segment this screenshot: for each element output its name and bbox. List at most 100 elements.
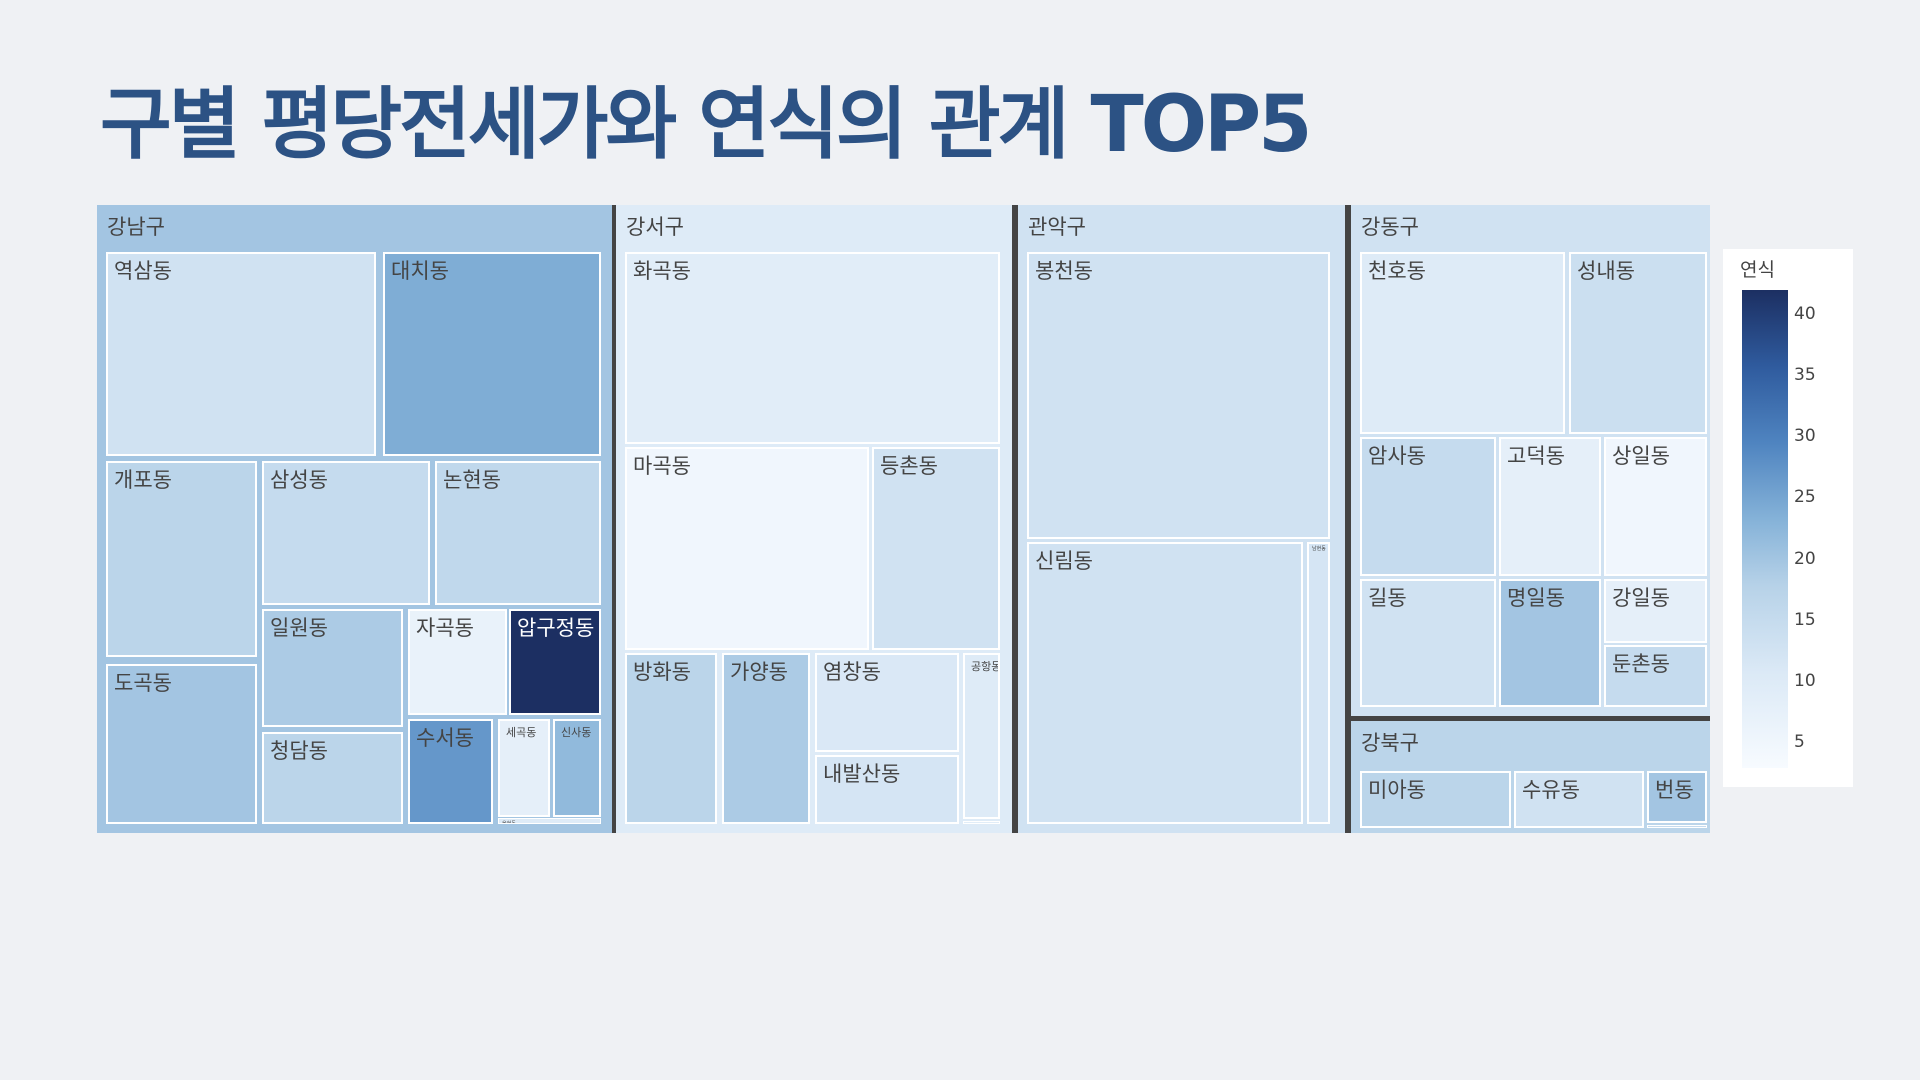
colorbar-tick: 15 <box>1794 609 1816 630</box>
colorbar-tick: 40 <box>1794 303 1816 324</box>
treemap-cell[interactable]: 둔촌동 <box>1604 645 1707 707</box>
colorbar-tick: 25 <box>1794 487 1816 508</box>
cell-label: 역삼동 <box>114 259 172 283</box>
treemap-cell[interactable]: 논현동 <box>435 461 601 605</box>
cell-label: 암사동 <box>1368 444 1426 468</box>
treemap-cell[interactable]: 일원동 <box>262 609 403 727</box>
cell-label: 강일동 <box>1612 586 1670 610</box>
treemap-cell[interactable]: 자곡동 <box>408 609 507 715</box>
treemap-cell[interactable]: 수서동 <box>408 719 493 824</box>
district-label: 강동구 <box>1361 215 1419 239</box>
cell-label: 논현동 <box>443 468 501 492</box>
cell-label: 성내동 <box>1577 259 1635 283</box>
cell-label: 대치동 <box>391 259 449 283</box>
treemap-cell[interactable]: 대치동 <box>383 252 601 456</box>
treemap-cell[interactable]: 등촌동 <box>872 447 1000 650</box>
cell-label: 남현동 <box>1312 546 1326 552</box>
cell-label: 개포동 <box>114 468 172 492</box>
cell-label: 미아동 <box>1368 778 1426 802</box>
district-label: 관악구 <box>1028 215 1086 239</box>
cell-label: 명일동 <box>1507 586 1565 610</box>
treemap-cell[interactable]: 길동 <box>1360 579 1496 707</box>
cell-label: 도곡동 <box>114 671 172 695</box>
treemap-cell[interactable]: 상일동 <box>1604 437 1707 576</box>
cell-label: 길동 <box>1368 586 1407 610</box>
cell-label: 수유동 <box>1522 778 1580 802</box>
treemap-cell[interactable]: 공항동 <box>963 653 1000 819</box>
treemap-cell[interactable]: 천호동 <box>1360 252 1565 434</box>
treemap-cell[interactable]: 성내동 <box>1569 252 1707 434</box>
cell-label: 수서동 <box>416 726 474 750</box>
page-title: 구별 평당전세가와 연식의 관계 TOP5 <box>100 80 1312 170</box>
cell-label: 자곡동 <box>416 616 474 640</box>
colorbar-gradient <box>1742 290 1788 768</box>
treemap-cell[interactable]: 염창동 <box>815 653 959 752</box>
treemap-cell[interactable]: 율현동 <box>498 818 601 824</box>
colorbar-title: 연식 <box>1740 259 1775 281</box>
district-divider <box>1351 716 1710 721</box>
treemap-cell[interactable]: 미아동 <box>1360 771 1511 828</box>
cell-label: 공항동 <box>971 660 1000 673</box>
treemap-cell[interactable]: 개포동 <box>106 461 257 657</box>
cell-label: 방화동 <box>633 660 691 684</box>
treemap-cell[interactable]: 압구정동 <box>509 609 601 715</box>
cell-label: 청담동 <box>270 739 328 763</box>
treemap-cell[interactable]: 마곡동 <box>625 447 869 650</box>
colorbar-tick: 10 <box>1794 671 1816 692</box>
treemap-cell[interactable] <box>1647 825 1707 828</box>
treemap-cell[interactable]: 강일동 <box>1604 579 1707 643</box>
cell-label: 고덕동 <box>1507 444 1565 468</box>
treemap-cell[interactable]: 방화동 <box>625 653 717 824</box>
cell-label: 삼성동 <box>270 468 328 492</box>
treemap-cell[interactable]: 신림동 <box>1027 542 1303 824</box>
treemap-cell[interactable]: 삼성동 <box>262 461 430 605</box>
cell-label: 신사동 <box>561 726 592 739</box>
treemap-cell[interactable]: 명일동 <box>1499 579 1601 707</box>
cell-label: 가양동 <box>730 660 788 684</box>
treemap-cell[interactable]: 수유동 <box>1514 771 1644 828</box>
treemap-cell[interactable]: 남현동 <box>1307 542 1330 824</box>
cell-label: 등촌동 <box>880 454 938 478</box>
district-label: 강서구 <box>626 215 684 239</box>
cell-label: 압구정동 <box>517 616 595 640</box>
treemap-cell[interactable]: 암사동 <box>1360 437 1496 576</box>
cell-label: 화곡동 <box>633 259 691 283</box>
colorbar-tick: 5 <box>1794 732 1805 753</box>
district-label: 강남구 <box>107 215 165 239</box>
district-divider <box>1345 205 1351 833</box>
cell-label: 마곡동 <box>633 454 691 478</box>
treemap-cell[interactable]: 번동 <box>1647 771 1707 823</box>
district-label: 강북구 <box>1361 731 1419 755</box>
treemap-cell[interactable]: 도곡동 <box>106 664 257 824</box>
colorbar-tick: 20 <box>1794 548 1816 569</box>
cell-label: 일원동 <box>270 616 328 640</box>
district-divider <box>612 205 616 833</box>
treemap-cell[interactable]: 세곡동 <box>498 719 550 817</box>
colorbar: 연식 5 10 15 20 25 30 35 40 <box>1723 249 1853 787</box>
cell-label: 둔촌동 <box>1612 652 1670 676</box>
treemap-cell[interactable]: 청담동 <box>262 732 403 824</box>
treemap-cell[interactable]: 고덕동 <box>1499 437 1601 576</box>
treemap-cell[interactable]: 가양동 <box>722 653 810 824</box>
treemap-cell[interactable] <box>963 821 1000 824</box>
treemap-cell[interactable]: 화곡동 <box>625 252 1000 444</box>
treemap-cell[interactable]: 내발산동 <box>815 755 959 824</box>
colorbar-tick: 35 <box>1794 364 1816 385</box>
cell-label: 봉천동 <box>1035 259 1093 283</box>
cell-label: 번동 <box>1655 778 1694 802</box>
treemap-cell[interactable]: 신사동 <box>553 719 601 817</box>
treemap-cell[interactable]: 역삼동 <box>106 252 376 456</box>
cell-label: 내발산동 <box>823 762 901 786</box>
district-divider <box>1012 205 1018 833</box>
colorbar-tick: 30 <box>1794 426 1816 447</box>
cell-label: 신림동 <box>1035 549 1093 573</box>
treemap-cell[interactable]: 봉천동 <box>1027 252 1330 539</box>
cell-label: 천호동 <box>1368 259 1426 283</box>
cell-label: 세곡동 <box>506 726 537 739</box>
